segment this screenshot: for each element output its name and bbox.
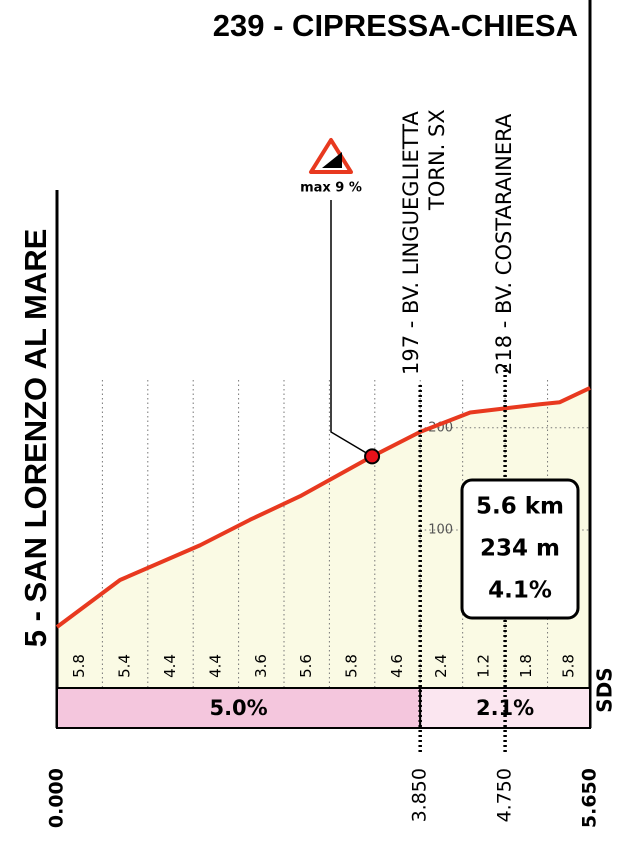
gradient-label: 1.2: [474, 654, 492, 678]
gradient-label: 5.8: [559, 654, 577, 678]
x-tick-label: 4.750: [494, 768, 516, 822]
summary-text: 4.1%: [488, 578, 552, 604]
waypoint-label: 218 - BV. COSTARAINERA: [492, 113, 516, 375]
gradient-label: 5.8: [70, 654, 88, 678]
y-tick-label: 100: [428, 522, 453, 537]
profile-line: [55, 386, 591, 629]
max-icon-slope: [322, 152, 342, 168]
logo: SDS: [593, 667, 617, 712]
start-label: 5 - SAN LORENZO AL MARE: [18, 229, 53, 648]
max-label: max 9 %: [300, 181, 362, 196]
x-tick-label: 0.000: [46, 768, 68, 828]
gradient-label: 5.6: [297, 654, 315, 678]
chart-title: 239 - CIPRESSA-CHIESA: [213, 8, 578, 43]
max-point: [364, 448, 381, 465]
summary-text: 5.6 km: [476, 494, 564, 520]
max-leader: [330, 200, 373, 458]
waypoint-label: 197 - BV. LINGUEGLIETTA: [399, 111, 423, 375]
gradient-label: 3.6: [252, 654, 270, 678]
summary-box: [460, 478, 580, 620]
x-tick-label: 5.650: [579, 768, 601, 828]
gradient-label: 5.4: [116, 654, 134, 678]
gradient-label: 4.4: [206, 654, 224, 678]
summary-text: 234 m: [480, 536, 560, 562]
x-tick-label: 3.850: [409, 768, 431, 822]
profile-area: [57, 387, 590, 688]
average-band: [56, 687, 422, 729]
gradient-label: 2.4: [432, 654, 450, 678]
gradient-label: 5.8: [343, 654, 361, 678]
gradient-label: 4.6: [388, 654, 406, 678]
average-band-label: 5.0%: [209, 696, 267, 720]
gradient-label: 4.4: [161, 654, 179, 678]
gradient-label: 1.8: [517, 654, 535, 678]
waypoint-label-2: TORN. SX: [425, 109, 449, 211]
y-tick-label: 200: [428, 420, 453, 435]
